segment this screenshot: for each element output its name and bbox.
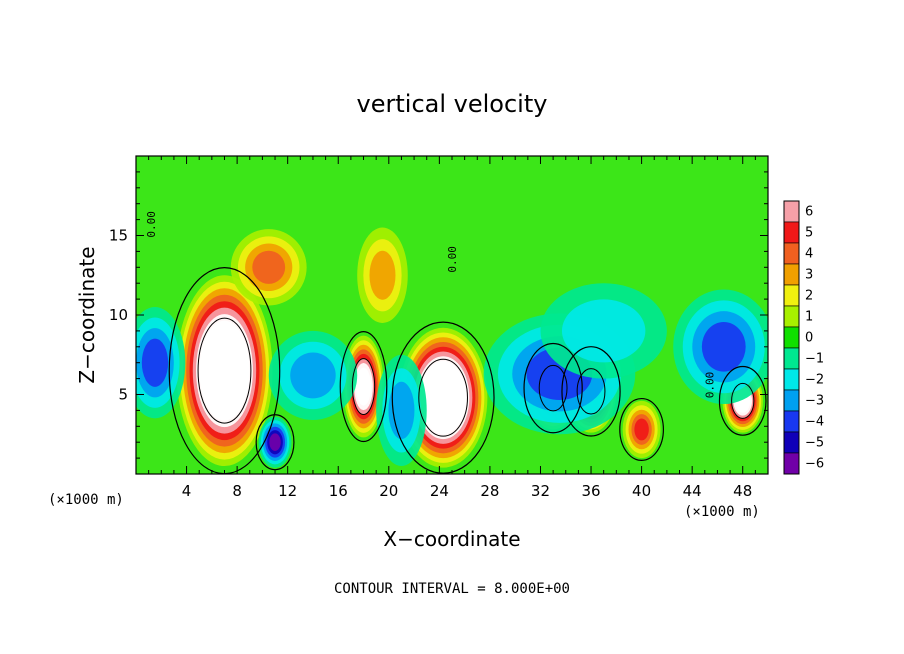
y-tick-label: 10 xyxy=(109,306,128,324)
field-level-9 xyxy=(357,372,370,402)
zero-contour xyxy=(339,330,388,443)
x-tick-label: 16 xyxy=(329,482,348,500)
field-feature-updraft xyxy=(357,227,408,323)
colorbar-label: 5 xyxy=(805,226,813,241)
field-level-4 xyxy=(252,250,286,284)
contour-label: 0.00 xyxy=(446,246,459,273)
field-level--2 xyxy=(561,299,646,363)
colorbar-label: −2 xyxy=(805,373,824,388)
core-contour xyxy=(418,358,468,437)
field-feature-updraft xyxy=(230,229,307,306)
field-feature-downdraft xyxy=(268,330,358,420)
zero-contour xyxy=(619,397,665,461)
x-axis-ticks: 4 8 12 16 20 24 28 32 36 40 44 48 xyxy=(148,156,756,500)
field-feature-downdraft xyxy=(376,354,427,467)
x-tick-label: 4 xyxy=(182,482,192,500)
colorbar-swatch xyxy=(783,347,800,370)
plot-area xyxy=(136,156,768,474)
field-feature-downdraft xyxy=(136,307,186,419)
field-feature-downdraft xyxy=(540,283,667,379)
colorbar-swatch xyxy=(783,242,800,265)
x-tick-label: 20 xyxy=(379,482,398,500)
contour-interval-footer: CONTOUR INTERVAL = 8.000E+00 xyxy=(334,581,570,597)
x-tick-label: 12 xyxy=(278,482,297,500)
zero-contour xyxy=(255,414,295,471)
colorbar-swatch xyxy=(783,326,800,349)
colorbar-swatch xyxy=(783,452,800,475)
contour-labels: 0.00 0.00 0.00 xyxy=(145,211,717,398)
zero-contour xyxy=(561,346,621,437)
contour-lines xyxy=(168,267,767,474)
x-tick-label: 28 xyxy=(480,482,499,500)
velocity-field xyxy=(136,227,768,468)
y-tick-label: 5 xyxy=(118,386,128,404)
field-level-12 xyxy=(432,380,455,416)
colorbar-swatch xyxy=(783,368,800,391)
x-tick-label: 40 xyxy=(632,482,651,500)
field-level-3 xyxy=(369,250,396,300)
contour-label: 0.00 xyxy=(704,372,717,399)
contour-label: 0.00 xyxy=(145,211,158,238)
x-axis-label: X−coordinate xyxy=(383,527,520,551)
colorbar-swatch xyxy=(783,389,800,412)
core-contour xyxy=(576,368,606,415)
colorbar-swatch xyxy=(783,200,800,223)
x-unit-label-right: (×1000 m) xyxy=(684,504,760,520)
colorbar-swatch xyxy=(783,284,800,307)
y-axis-ticks: 5 10 15 xyxy=(109,171,768,459)
colorbar-label: −5 xyxy=(805,436,824,451)
colorbar-label: −4 xyxy=(805,415,824,430)
field-feature-updraft xyxy=(398,327,488,468)
colorbar-label: 3 xyxy=(805,268,813,283)
core-contour xyxy=(731,382,755,419)
field-level-12 xyxy=(212,346,237,395)
y-axis-label: Z−coordinate xyxy=(75,246,99,383)
colorbar-swatch xyxy=(783,305,800,328)
x-tick-label: 36 xyxy=(581,482,600,500)
field-level--3 xyxy=(290,352,336,399)
x-unit-label-left: (×1000 m) xyxy=(48,492,124,508)
y-tick-label: 15 xyxy=(109,227,128,245)
colorbar-swatch xyxy=(783,431,800,454)
colorbar-swatch xyxy=(783,221,800,244)
colorbar-label: 6 xyxy=(805,205,813,220)
zero-contour xyxy=(523,342,583,434)
field-feature-updraft xyxy=(622,400,661,459)
colorbar-swatch xyxy=(783,410,800,433)
x-tick-label: 32 xyxy=(531,482,550,500)
colorbar: 6 5 4 3 2 1 0 −1 −2 −3 −4 −5 −6 xyxy=(783,200,824,475)
zero-contour xyxy=(391,321,495,474)
colorbar-label: −6 xyxy=(805,457,824,472)
colorbar-label: 1 xyxy=(805,310,813,325)
core-contour xyxy=(538,364,568,412)
x-tick-label: 24 xyxy=(430,482,449,500)
zero-contour xyxy=(718,365,767,436)
field-feature-updraft xyxy=(176,275,273,467)
core-contour xyxy=(351,358,376,416)
core-contour xyxy=(197,317,252,424)
colorbar-label: 0 xyxy=(805,331,813,346)
x-tick-label: 44 xyxy=(683,482,702,500)
colorbar-label: 4 xyxy=(805,247,813,262)
x-tick-label: 48 xyxy=(733,482,752,500)
field-feature-downdraft xyxy=(673,289,768,405)
chart-title: vertical velocity xyxy=(357,90,548,118)
colorbar-frame xyxy=(783,200,800,475)
field-level--4 xyxy=(701,321,746,372)
colorbar-swatch xyxy=(783,263,800,286)
field-level--6 xyxy=(269,433,281,452)
colorbar-label: −1 xyxy=(805,352,824,367)
field-level--4 xyxy=(141,338,169,387)
field-feature-downdraft xyxy=(258,416,292,468)
field-level-5 xyxy=(634,418,649,441)
x-tick-label: 8 xyxy=(232,482,242,500)
colorbar-label: −3 xyxy=(805,394,824,409)
colorbar-label: 2 xyxy=(805,289,813,304)
